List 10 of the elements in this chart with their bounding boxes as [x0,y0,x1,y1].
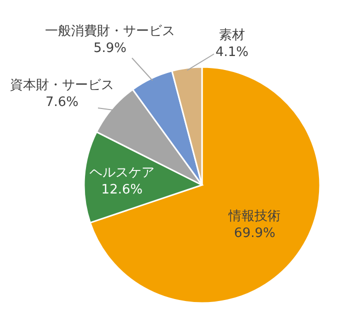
slice-label: 情報技術 [228,208,281,224]
slice-label: 一般消費財・サービス [45,24,175,39]
slice-label: 素材 [219,28,245,43]
data-label: 7.6% [45,95,79,110]
slice-label: ヘルスケア [89,165,154,180]
data-label: 5.9% [93,41,127,56]
data-label: 69.9% [234,226,276,241]
data-label: 4.1% [215,45,249,60]
data-label: 12.6% [101,182,143,198]
slice-label: 資本財・サービス [10,78,114,93]
